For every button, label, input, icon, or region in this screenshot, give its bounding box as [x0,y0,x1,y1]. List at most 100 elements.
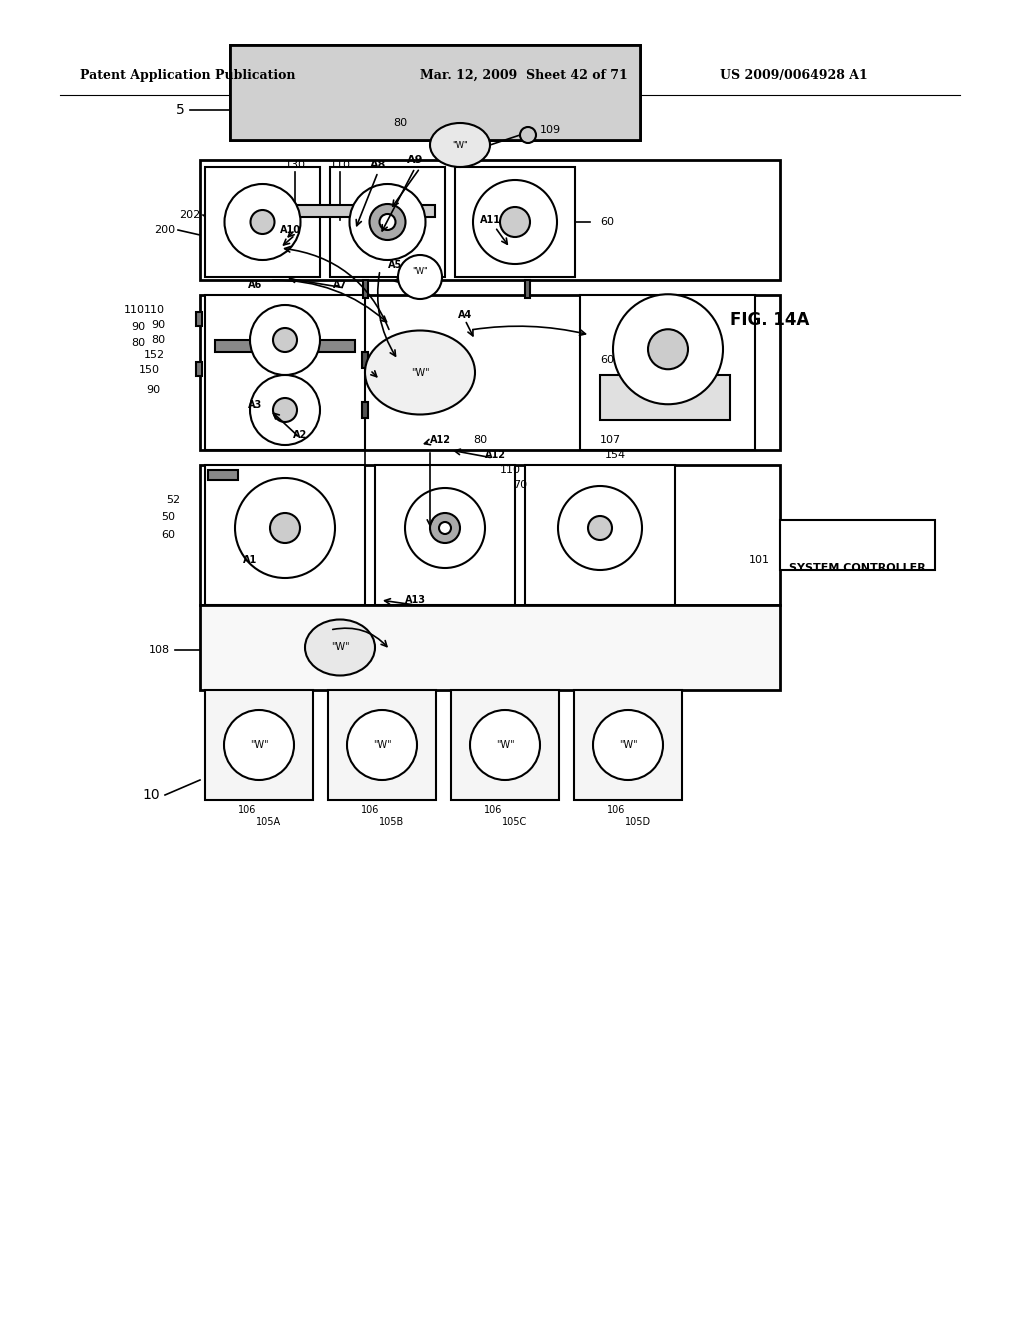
Text: Mar. 12, 2009  Sheet 42 of 71: Mar. 12, 2009 Sheet 42 of 71 [420,69,628,82]
Text: A12: A12 [484,450,506,459]
Ellipse shape [430,123,490,168]
Text: 90: 90 [131,322,145,333]
Bar [375,465,515,605]
Text: 105C: 105C [503,817,527,828]
Bar [200,294,780,450]
Text: 106: 106 [238,805,256,814]
Bar [525,280,530,298]
Circle shape [500,207,530,238]
Text: Patent Application Publication: Patent Application Publication [80,69,296,82]
Text: "W": "W" [453,140,468,149]
Text: 107: 107 [600,436,622,445]
Circle shape [558,486,642,570]
Text: "W": "W" [331,643,349,652]
Bar [455,168,575,277]
Circle shape [251,210,274,234]
Text: A4: A4 [458,310,472,319]
Bar [600,375,730,420]
Ellipse shape [365,330,475,414]
Text: SYSTEM CONTROLLER: SYSTEM CONTROLLER [790,564,926,573]
Text: 152: 152 [144,350,165,360]
Text: "W": "W" [411,367,429,378]
Text: 150: 150 [139,366,160,375]
Bar [362,403,368,418]
Text: 110: 110 [500,465,520,475]
Bar [362,280,368,298]
Text: 200: 200 [154,224,175,235]
Text: 106: 106 [483,805,502,814]
Bar [230,45,640,140]
Circle shape [648,329,688,370]
Bar [780,520,935,570]
Text: 90: 90 [151,319,165,330]
Circle shape [273,327,297,352]
Text: 80: 80 [393,117,408,128]
Bar [451,690,559,800]
Bar [205,465,365,605]
Text: 80: 80 [131,338,145,348]
Circle shape [349,183,426,260]
Circle shape [370,205,406,240]
Text: 50: 50 [161,512,175,521]
Bar [196,362,202,376]
Bar [215,341,355,352]
Bar [574,690,682,800]
Text: 108: 108 [148,645,170,655]
Text: 10: 10 [142,788,160,803]
Circle shape [613,294,723,404]
Circle shape [224,710,294,780]
Text: 60: 60 [600,355,614,366]
Bar [200,465,780,605]
Text: A6: A6 [248,280,262,290]
Circle shape [250,305,319,375]
Ellipse shape [305,619,375,676]
Text: A9: A9 [407,154,423,165]
Circle shape [470,710,540,780]
Text: 130: 130 [285,160,305,170]
Text: "W": "W" [412,268,428,276]
Circle shape [224,183,300,260]
Text: A10: A10 [280,224,300,235]
Circle shape [270,513,300,543]
Circle shape [347,710,417,780]
Bar [205,168,319,277]
Text: A11: A11 [479,215,501,224]
Text: 5: 5 [176,103,185,117]
Circle shape [439,521,451,535]
Text: 109: 109 [540,125,560,135]
Text: A5: A5 [388,260,402,271]
Text: 105B: 105B [379,817,404,828]
Bar [362,352,368,368]
Text: 106: 106 [607,805,626,814]
Text: 80: 80 [473,436,487,445]
Circle shape [593,710,663,780]
Text: "W": "W" [618,741,637,750]
Circle shape [588,516,612,540]
Text: 90: 90 [145,385,160,395]
Circle shape [273,399,297,422]
Bar [205,294,365,450]
Text: A7: A7 [333,280,347,290]
Bar [205,690,313,800]
Bar [196,312,202,326]
Text: 52: 52 [166,495,180,506]
Text: 80: 80 [151,335,165,345]
Circle shape [250,375,319,445]
Text: "W": "W" [373,741,391,750]
Circle shape [406,488,485,568]
Bar [328,690,436,800]
Bar [230,45,640,140]
Text: 60: 60 [600,216,614,227]
Circle shape [473,180,557,264]
Circle shape [430,513,460,543]
Text: 154: 154 [605,450,626,459]
Text: A12: A12 [429,436,451,445]
Text: 70: 70 [513,480,527,490]
Text: 110: 110 [124,305,145,315]
Text: A13: A13 [404,595,426,605]
Circle shape [380,214,395,230]
Text: 106: 106 [360,805,379,814]
Text: A2: A2 [293,430,307,440]
Text: 101: 101 [749,554,770,565]
Text: FIG. 14A: FIG. 14A [730,312,809,329]
